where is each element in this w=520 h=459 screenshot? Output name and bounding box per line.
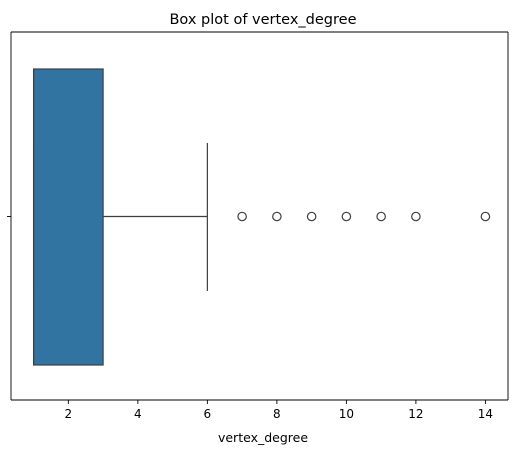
x-tick-label: 14 (478, 407, 493, 421)
x-tick-label: 12 (408, 407, 423, 421)
outlier-point (341, 211, 352, 222)
outlier-point (237, 211, 247, 222)
outlier-point (272, 211, 282, 222)
plot-area: 2 4 6 8 10 12 14 (7, 31, 509, 421)
x-tick-label: 2 (65, 407, 73, 421)
outlier-point (306, 211, 317, 222)
x-axis-label: vertex_degree (218, 430, 308, 445)
x-tick-label: 8 (273, 407, 281, 421)
chart-title: Box plot of vertex_degree (169, 12, 356, 28)
iqr-box (32, 68, 104, 366)
x-tick-label: 10 (339, 407, 354, 421)
outlier-point (411, 211, 421, 222)
x-tick-label: 6 (204, 407, 212, 421)
x-tick-label: 4 (134, 407, 142, 421)
outlier-point (480, 211, 491, 222)
outlier-point (376, 211, 386, 222)
